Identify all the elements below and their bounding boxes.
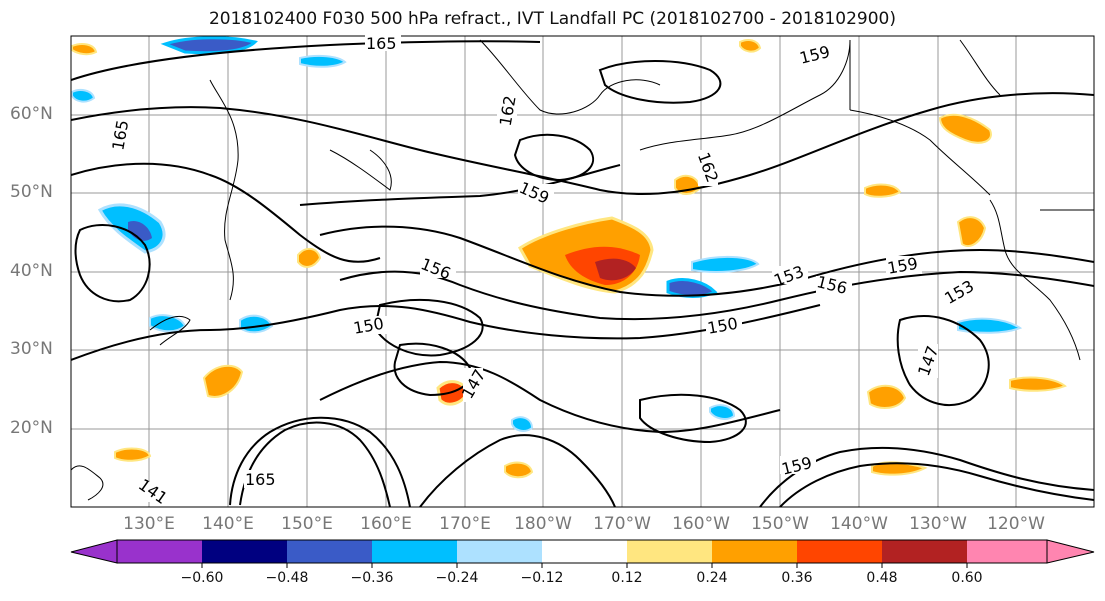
contour-156 xyxy=(319,225,1094,297)
contour-label: 159 xyxy=(886,254,919,278)
colorbar-extend-low xyxy=(70,539,118,564)
colorbar xyxy=(70,539,1095,568)
contour-label: 156 xyxy=(815,272,849,298)
contour-147 xyxy=(319,360,781,434)
contour-label: 153 xyxy=(941,276,977,308)
colorbar-swatch xyxy=(967,540,1047,563)
lat-label: 50°N xyxy=(10,182,53,202)
contour-162-north xyxy=(71,92,1094,195)
colorbar-tick-label: −0.48 xyxy=(265,570,309,586)
negative-anomaly-w3 xyxy=(71,89,96,103)
colorbar-tick-label: 0.36 xyxy=(781,570,813,586)
positive-anomaly-se xyxy=(1009,376,1067,392)
colorbar-tick-label: −0.12 xyxy=(520,570,564,586)
colorbar-extend-high xyxy=(1046,539,1095,564)
lat-label: 40°N xyxy=(10,261,53,281)
contour-label: 156 xyxy=(418,254,453,283)
positive-anomaly-alaska xyxy=(938,113,992,144)
coastlines xyxy=(71,39,1094,501)
contour-159-mid xyxy=(299,164,621,206)
colorbar-tick-label: 0.24 xyxy=(696,570,728,586)
lon-label: 160°E xyxy=(360,514,412,534)
lon-label: 170°W xyxy=(593,514,651,534)
lat-label: 30°N xyxy=(10,339,53,359)
colorbar-swatch xyxy=(117,540,202,563)
negative-anomaly-n xyxy=(160,36,258,55)
colorbar-frame xyxy=(116,539,1048,564)
negative-anomaly-se xyxy=(511,416,534,432)
colorbar-tick-label: −0.24 xyxy=(435,570,479,586)
lon-label: 140°E xyxy=(202,514,254,534)
contour-south-3 xyxy=(419,434,616,507)
colorbar-swatch xyxy=(712,540,797,563)
lon-label: 130°W xyxy=(909,514,967,534)
colorbar-tick-label: −0.60 xyxy=(180,570,224,586)
contour-label: 159 xyxy=(516,178,552,208)
map-plot-area xyxy=(71,36,1094,507)
colorbar-swatch xyxy=(542,540,627,563)
positive-anomaly-sw2 xyxy=(114,447,152,462)
colorbar-tick-label: 0.12 xyxy=(611,570,643,586)
positive-anomaly-e2 xyxy=(864,183,902,198)
positive-anomaly-nw xyxy=(71,43,98,56)
contour-153-loop xyxy=(373,298,484,357)
contour-ne-loop xyxy=(598,60,722,104)
positive-anomaly-peak xyxy=(595,258,636,281)
positive-anomaly-east xyxy=(866,384,907,409)
negative-anomaly-e xyxy=(691,255,760,273)
contour-150 xyxy=(71,304,821,361)
contour-label: 165 xyxy=(366,34,397,53)
contour-lines xyxy=(71,40,1094,507)
contour-159-nw xyxy=(71,162,381,263)
lat-label: 20°N xyxy=(10,418,53,438)
negative-anomaly-cp xyxy=(149,314,187,333)
lon-label: 170°E xyxy=(439,514,491,534)
lon-label: 150°E xyxy=(281,514,333,534)
colorbar-tick-label: −0.36 xyxy=(350,570,394,586)
colorbar-swatch xyxy=(882,540,967,563)
lon-label: 120°W xyxy=(987,514,1045,534)
colorbar-swatch xyxy=(372,540,457,563)
contour-west-loop xyxy=(74,224,151,303)
map-frame xyxy=(70,35,1095,508)
positive-anomaly-s xyxy=(504,461,534,479)
lon-label: 130°E xyxy=(123,514,175,534)
contour-south-1 xyxy=(239,421,391,507)
contour-label: 150 xyxy=(706,314,739,338)
negative-anomaly-mid xyxy=(666,278,718,298)
shaded-regions xyxy=(71,36,1067,479)
contour-label: 141 xyxy=(135,475,171,508)
contour-south-loop xyxy=(639,393,747,444)
colorbar-swatch xyxy=(202,540,287,563)
contour-label: 165 xyxy=(108,118,132,151)
positive-anomaly-ne xyxy=(956,216,987,247)
colorbar-swatch xyxy=(287,540,372,563)
colorbar-swatch xyxy=(627,540,712,563)
colorbar-tick-label: 0.48 xyxy=(866,570,898,586)
contour-south-5 xyxy=(779,462,1094,507)
negative-anomaly-s xyxy=(709,404,736,420)
contour-153 xyxy=(339,270,1094,321)
positive-anomaly-cp xyxy=(297,247,322,268)
contour-label: 165 xyxy=(245,470,276,489)
contour-165-north xyxy=(71,40,541,81)
lon-label: 180°W xyxy=(514,514,572,534)
colorbar-tick-label: 0.60 xyxy=(951,570,983,586)
colorbar-swatch xyxy=(457,540,542,563)
contour-east-loop xyxy=(896,315,990,406)
negative-anomaly-w2 xyxy=(239,314,274,334)
negative-anomaly-w-core xyxy=(128,220,152,241)
lon-label: 140°W xyxy=(830,514,888,534)
lon-label: 160°W xyxy=(672,514,730,534)
colorbar-swatch xyxy=(797,540,882,563)
lon-label: 150°W xyxy=(751,514,809,534)
positive-anomaly-sw xyxy=(202,364,244,398)
negative-anomaly-tr xyxy=(299,54,347,68)
contour-mid-loop xyxy=(513,133,595,182)
positive-anomaly-top xyxy=(739,39,762,53)
lat-label: 60°N xyxy=(10,104,53,124)
contour-south-2 xyxy=(229,416,411,507)
map-title: 2018102400 F030 500 hPa refract., IVT La… xyxy=(208,9,896,29)
